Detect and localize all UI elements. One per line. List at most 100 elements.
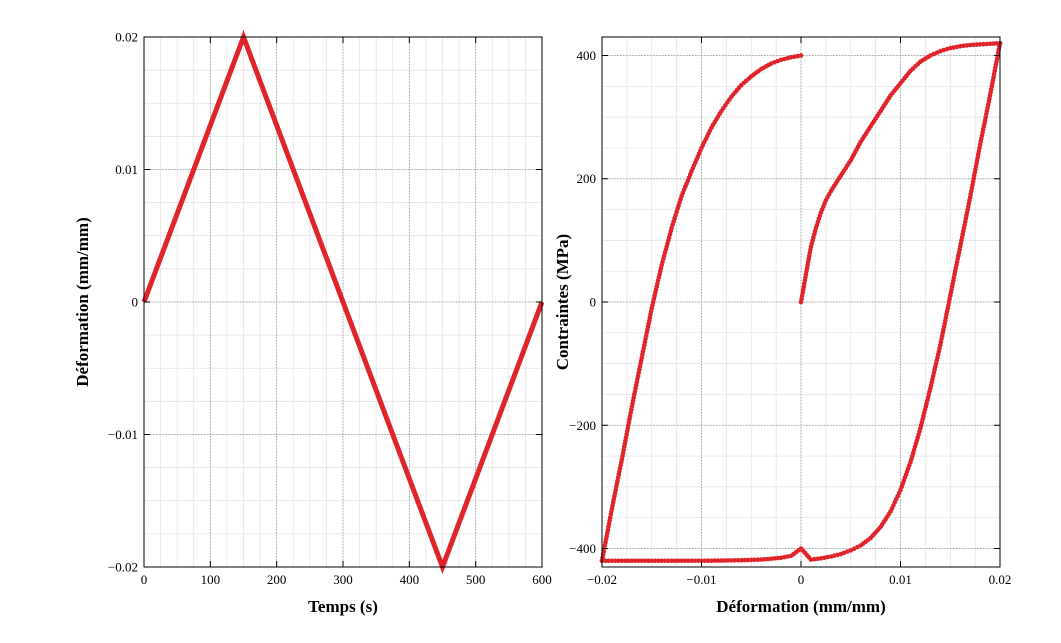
stress-strain-point <box>967 42 973 48</box>
stress-strain-y-axis-label: Contraintes (MPa) <box>553 234 572 370</box>
stress-strain-point <box>798 53 804 58</box>
stress-strain-point <box>971 42 976 48</box>
stress-strain-point <box>772 556 777 561</box>
x-tick-label: 200 <box>267 572 287 587</box>
y-tick-label: −200 <box>569 418 596 433</box>
stress-strain-point <box>636 558 641 564</box>
stress-strain-point <box>775 555 781 561</box>
stress-strain-point <box>739 557 744 563</box>
stress-strain-point <box>662 558 668 564</box>
stress-strain-point <box>672 558 678 564</box>
y-tick-label: 200 <box>577 171 597 186</box>
strain-time-ticks: 0 100 200 300 400 500 600 −0.02 −0.01 0 0.01 0.02 <box>108 30 552 588</box>
stress-strain-point <box>712 558 718 563</box>
strain-series-line <box>141 29 545 575</box>
stress-strain-point <box>652 558 658 564</box>
y-tick-label: 0.02 <box>115 30 138 45</box>
stress-strain-point <box>685 558 691 564</box>
y-tick-label: 400 <box>577 48 597 63</box>
stress-strain-point <box>722 558 727 563</box>
stress-strain-point <box>613 558 618 564</box>
stress-strain-point <box>669 558 674 564</box>
stress-strain-point <box>719 558 724 563</box>
stress-strain-chart: −0.02 −0.01 0 0.01 0.02 −400 −200 0 200 400 Défor… <box>553 36 1011 616</box>
stress-strain-point <box>974 42 980 47</box>
stress-strain-point <box>715 558 721 563</box>
stress-strain-point <box>682 558 688 564</box>
stress-strain-series <box>599 40 1003 564</box>
stress-strain-point <box>603 558 608 564</box>
stress-strain-point <box>991 41 996 46</box>
stress-strain-point <box>639 558 645 564</box>
stress-strain-point <box>676 558 681 564</box>
stress-strain-point <box>616 558 621 564</box>
stress-strain-point <box>649 558 655 564</box>
y-tick-label: 0 <box>590 295 597 310</box>
stress-strain-point <box>606 558 611 564</box>
x-tick-label: 100 <box>201 572 221 587</box>
strain-time-chart: 0 100 200 300 400 500 600 −0.02 −0.01 0 0.01 0.02 T… <box>73 30 552 617</box>
stress-strain-point <box>699 558 704 564</box>
stress-strain-point <box>732 558 737 563</box>
stress-strain-point <box>765 556 771 562</box>
strain-time-series <box>141 29 545 575</box>
stress-strain-point <box>758 557 764 562</box>
stress-strain-point <box>609 558 615 564</box>
stress-strain-point <box>762 557 767 562</box>
stress-strain-point <box>689 558 694 564</box>
stress-strain-point <box>828 554 834 559</box>
stress-strain-point <box>629 558 635 564</box>
y-tick-label: −0.02 <box>108 560 138 575</box>
stress-strain-point <box>729 558 734 563</box>
stress-strain-grid <box>601 37 1001 567</box>
x-tick-label: 400 <box>400 572 420 587</box>
stress-strain-point <box>788 55 794 60</box>
stress-strain-point <box>646 558 651 564</box>
strain-time-x-axis-label: Temps (s) <box>308 597 378 616</box>
stress-strain-point <box>742 557 747 563</box>
stress-strain-point <box>659 558 664 564</box>
stress-strain-point <box>709 558 714 563</box>
stress-strain-point <box>656 558 661 564</box>
stress-strain-point <box>702 558 708 564</box>
stress-strain-point <box>619 558 625 564</box>
y-tick-label: −0.01 <box>108 427 138 442</box>
stress-strain-point <box>705 558 711 563</box>
stress-strain-point <box>987 41 993 47</box>
stress-strain-point <box>695 558 701 564</box>
x-tick-label: 500 <box>466 572 486 587</box>
stress-strain-point <box>642 558 648 564</box>
y-tick-label: 0 <box>132 295 139 310</box>
stress-strain-point <box>755 557 761 562</box>
stress-strain-point <box>725 558 731 563</box>
x-tick-label: −0.01 <box>686 572 716 587</box>
x-tick-label: 0 <box>798 572 805 587</box>
stress-strain-point <box>666 558 671 564</box>
x-tick-label: 300 <box>333 572 353 587</box>
stress-strain-point <box>981 41 986 47</box>
y-tick-label: 0.01 <box>115 162 138 177</box>
stress-strain-point <box>626 558 631 564</box>
x-tick-label: 0 <box>141 572 148 587</box>
stress-strain-ticks: −0.02 −0.01 0 0.01 0.02 −400 −200 0 200 400 <box>569 37 1011 587</box>
x-tick-label: 600 <box>532 572 552 587</box>
stress-strain-point <box>622 558 628 564</box>
stress-strain-point <box>964 43 970 48</box>
stress-strain-x-axis-label: Déformation (mm/mm) <box>716 597 885 616</box>
stress-strain-point <box>752 557 757 563</box>
stress-strain-point <box>745 557 751 563</box>
stress-strain-point <box>632 558 638 564</box>
x-tick-label: 0.01 <box>889 572 912 587</box>
x-tick-label: 0.02 <box>989 572 1012 587</box>
stress-strain-point <box>692 558 698 564</box>
stress-strain-point <box>977 42 983 47</box>
y-tick-label: −400 <box>569 541 596 556</box>
stress-strain-point <box>735 558 741 563</box>
x-tick-label: −0.02 <box>587 572 617 587</box>
stress-strain-point <box>749 557 754 563</box>
stress-strain-point <box>768 556 774 561</box>
stress-strain-point <box>778 555 784 561</box>
stress-strain-point <box>679 558 684 564</box>
stress-strain-point <box>984 41 989 47</box>
